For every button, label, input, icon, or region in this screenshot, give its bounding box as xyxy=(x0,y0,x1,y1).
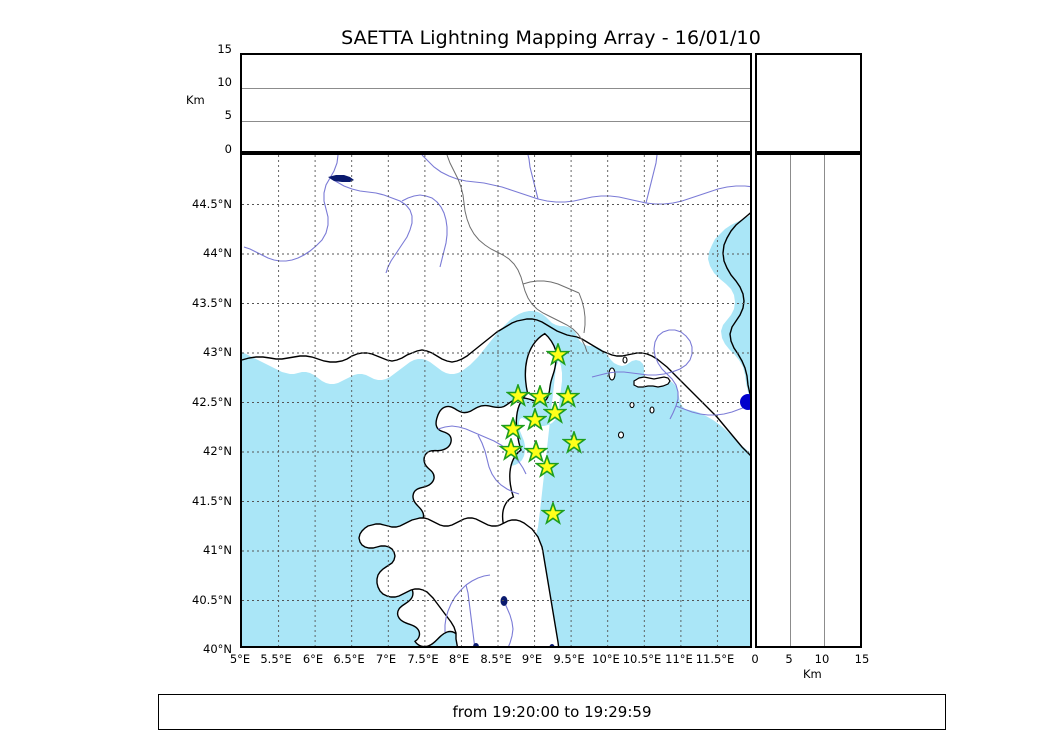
river-var xyxy=(401,194,448,268)
right-panel-xtick-0: 0 xyxy=(751,652,759,666)
map-xtick-10: 10°E xyxy=(592,652,620,666)
river-durance xyxy=(329,177,413,274)
coastline-france-liguria xyxy=(242,318,750,456)
map-xtick-7: 7°E xyxy=(375,652,397,666)
borders-group xyxy=(446,155,588,353)
map-ytick-44.5: 44.5°N xyxy=(192,197,232,211)
map-panel[interactable] xyxy=(240,153,752,648)
map-ytick-41.5: 41.5°N xyxy=(192,494,232,508)
lake-geneva xyxy=(328,175,354,182)
river-adige xyxy=(645,155,658,204)
time-range-text: from 19:20:00 to 19:29:59 xyxy=(452,703,652,721)
top-panel-axis-label: Km xyxy=(186,93,205,107)
river-tavignano-corsica xyxy=(477,434,520,495)
river-golo-corsica xyxy=(437,425,527,475)
river-sardinia-1 xyxy=(465,584,476,646)
map-ytick-42: 42°N xyxy=(203,444,232,458)
river-sardinia-2 xyxy=(444,584,467,632)
lake-sardinia-2 xyxy=(473,643,479,646)
map-ytick-41: 41°N xyxy=(203,543,232,557)
right-panel-xtick-5: 5 xyxy=(785,652,793,666)
right-panel-axis-label: Km xyxy=(803,667,822,681)
lakes-group xyxy=(328,175,555,646)
right-panel-gridline-10 xyxy=(824,155,825,646)
border-italy-internal-1 xyxy=(522,280,580,294)
top-panel-ytick-15: 15 xyxy=(217,42,232,56)
lake-sardinia-3 xyxy=(549,644,555,646)
island-gorgona xyxy=(622,356,628,364)
map-ytick-42.5: 42.5°N xyxy=(192,395,232,409)
map-xtick-8.5: 8.5°E xyxy=(480,652,512,666)
map-xtick-10.5: 10.5°E xyxy=(622,652,662,666)
map-xtick-7.5: 7.5°E xyxy=(407,652,439,666)
time-range-box[interactable]: from 19:20:00 to 19:29:59 xyxy=(158,694,946,730)
right-panel-gridline-5 xyxy=(790,155,791,646)
river-rhone xyxy=(243,155,339,262)
top-panel-ytick-5: 5 xyxy=(224,108,232,122)
landmass-sardinia xyxy=(358,517,560,646)
landmass-mainland-europe xyxy=(242,155,750,453)
vhf-source-dot xyxy=(740,394,750,410)
map-xtick-6.5: 6.5°E xyxy=(333,652,365,666)
map-gridlines xyxy=(242,155,750,646)
island-elba-outline xyxy=(633,376,671,388)
map-ytick-43: 43°N xyxy=(203,345,232,359)
map-ytick-40.5: 40.5°N xyxy=(192,593,232,607)
map-xtick-9.5: 9.5°E xyxy=(553,652,585,666)
corner-panel xyxy=(755,53,862,153)
right-panel-xtick-10: 10 xyxy=(814,652,830,666)
map-xtick-9: 9°E xyxy=(521,652,543,666)
map-ytick-43.5: 43.5°N xyxy=(192,296,232,310)
top-panel-gridline-10 xyxy=(242,88,750,89)
island-capraia xyxy=(608,367,616,381)
map-xtick-8: 8°E xyxy=(448,652,470,666)
top-panel-ytick-10: 10 xyxy=(217,75,232,89)
island-montecristo xyxy=(629,401,635,409)
page-title: SAETTA Lightning Mapping Array - 16/01/1… xyxy=(341,27,761,49)
river-arno xyxy=(591,329,693,420)
border-italy-internal-2 xyxy=(578,292,586,334)
island-pianosa xyxy=(617,431,625,439)
coastline-tuscany xyxy=(722,212,750,397)
map-xtick-6: 6°E xyxy=(302,652,324,666)
right-panel-xtick-15: 15 xyxy=(854,652,870,666)
river-ticino xyxy=(527,155,539,200)
island-giglio xyxy=(649,406,655,414)
rivers-group xyxy=(243,155,750,646)
map-ytick-40: 40°N xyxy=(203,642,232,656)
map-ytick-44: 44°N xyxy=(203,246,232,260)
top-panel-gridline-5 xyxy=(242,121,750,122)
river-tiber xyxy=(675,404,750,416)
map-xtick-11.5: 11.5°E xyxy=(695,652,735,666)
map-xtick-5: 5°E xyxy=(229,652,251,666)
river-sardinia-4 xyxy=(465,574,491,586)
river-po xyxy=(421,155,750,205)
lake-sardinia-1 xyxy=(500,596,508,606)
map-xtick-11: 11°E xyxy=(665,652,693,666)
map-xtick-5.5: 5.5°E xyxy=(260,652,292,666)
right-altitude-panel[interactable] xyxy=(755,153,862,648)
map-canvas xyxy=(242,155,750,646)
top-altitude-panel[interactable] xyxy=(240,53,752,153)
border-france-italy xyxy=(446,155,588,353)
river-sardinia-3 xyxy=(503,600,514,646)
top-panel-ytick-0: 0 xyxy=(224,142,232,156)
